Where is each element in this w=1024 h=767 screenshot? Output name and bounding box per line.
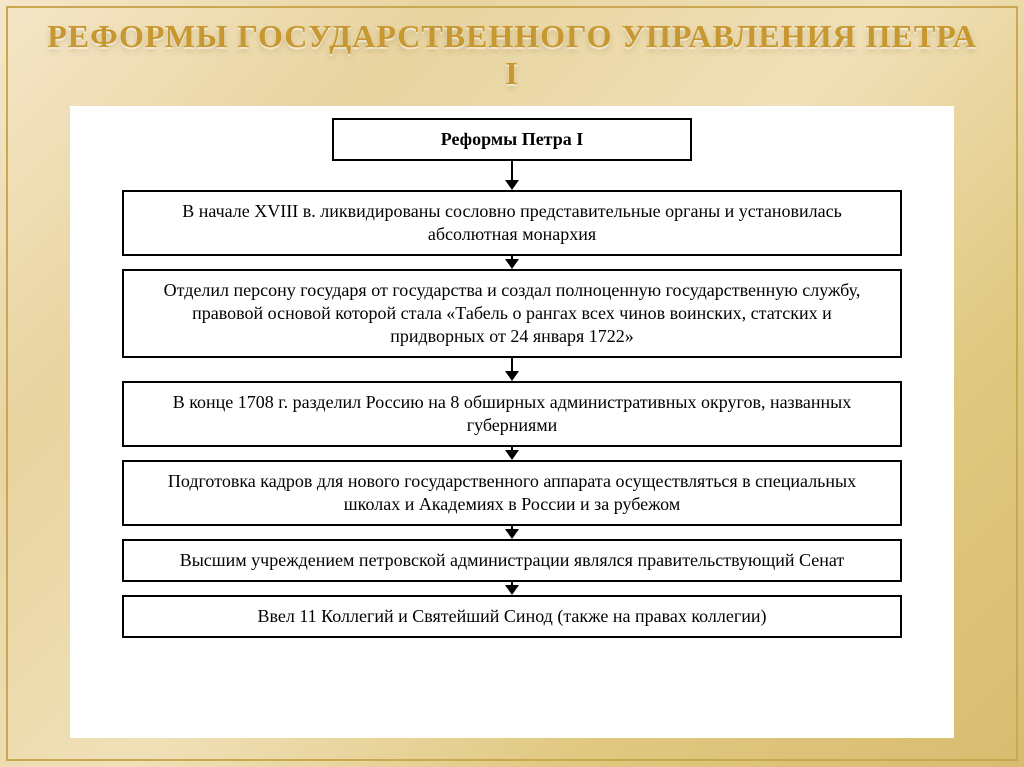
flow-arrow xyxy=(505,526,519,539)
flow-node-n2: Отделил персону государя от государства … xyxy=(122,269,902,358)
flow-node-n4: Подготовка кадров для нового государстве… xyxy=(122,460,902,526)
flow-arrow xyxy=(505,161,519,190)
flow-node-n1: В начале XVIII в. ликвидированы сословно… xyxy=(122,190,902,256)
title-wrap: РЕФОРМЫ ГОСУДАРСТВЕННОГО УПРАВЛЕНИЯ ПЕТР… xyxy=(0,0,1024,100)
flow-arrow xyxy=(505,447,519,460)
flow-node-n5: Высшим учреждением петровской администра… xyxy=(122,539,902,582)
flow-node-n0: Реформы Петра I xyxy=(332,118,692,161)
flow-arrow xyxy=(505,582,519,595)
page-title: РЕФОРМЫ ГОСУДАРСТВЕННОГО УПРАВЛЕНИЯ ПЕТР… xyxy=(40,18,984,92)
flow-arrow xyxy=(505,358,519,381)
flowchart-area: Реформы Петра I В начале XVIII в. ликвиди… xyxy=(70,106,954,738)
flow-node-n6: Ввел 11 Коллегий и Святейший Синод (такж… xyxy=(122,595,902,638)
flow-arrow xyxy=(505,256,519,269)
flowchart: Реформы Петра I В начале XVIII в. ликвиди… xyxy=(100,118,924,638)
flow-node-n3: В конце 1708 г. разделил Россию на 8 обш… xyxy=(122,381,902,447)
